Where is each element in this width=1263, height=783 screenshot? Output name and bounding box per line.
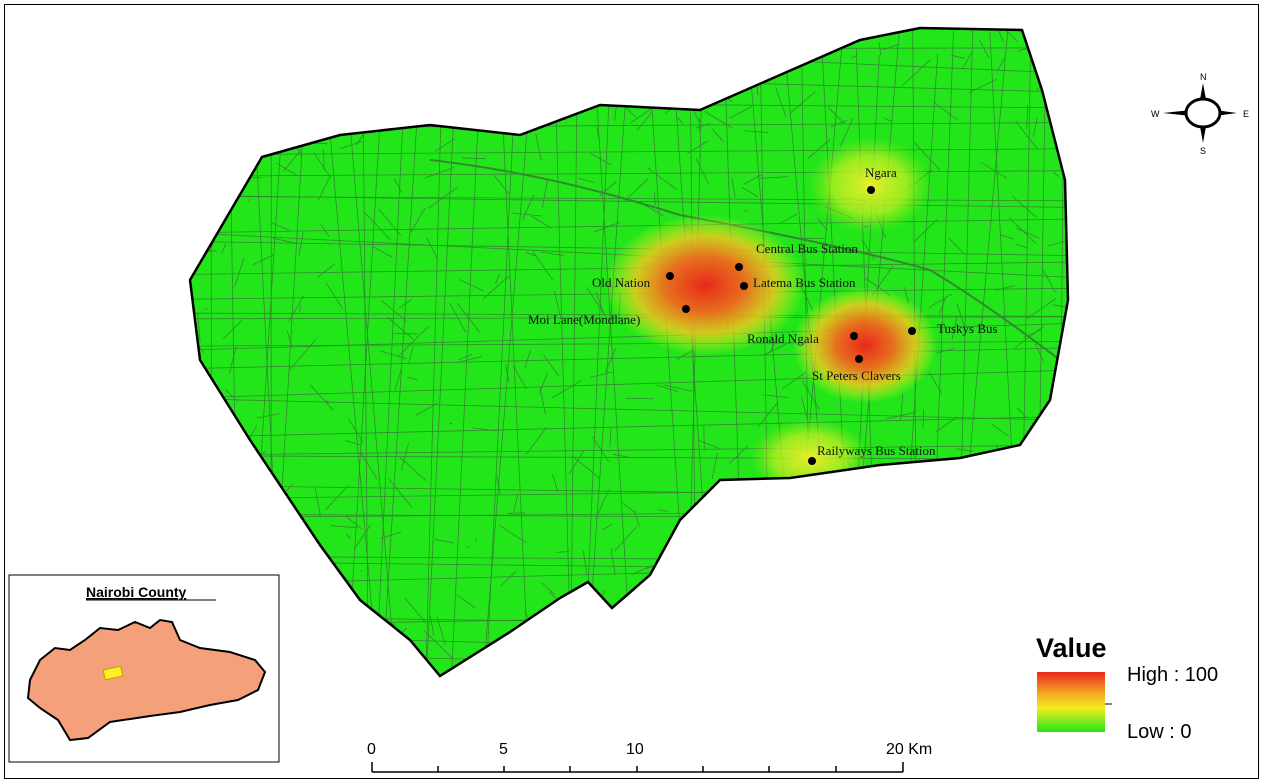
label-moi-lane: Moi Lane(Mondlane) — [528, 312, 640, 327]
label-ronald-ngala: Ronald Ngala — [747, 331, 819, 346]
label-st-peters-clavers: St Peters Clavers — [812, 368, 901, 383]
scale-tick-20: 20 Km — [886, 741, 932, 758]
cbd-highlight — [102, 665, 124, 681]
hotspot-ngara — [808, 137, 932, 233]
marker-ngara — [867, 186, 875, 194]
compass-s: S — [1200, 146, 1206, 156]
compass-arrows-icon — [1163, 83, 1237, 143]
cbd-outline — [188, 26, 1070, 678]
place-markers: Ngara Central Bus Station Old Nation Lat… — [528, 165, 998, 465]
label-tuskys-bus: Tuskys Bus — [937, 321, 998, 336]
inset-title: Nairobi County — [86, 584, 187, 600]
label-central-bus-station: Central Bus Station — [756, 241, 858, 256]
marker-latema-bus-station — [740, 282, 748, 290]
legend: Value High : 100 Low : 0 — [1036, 633, 1218, 743]
marker-old-nation — [666, 272, 674, 280]
hotspot-ronald-ngala — [793, 287, 937, 403]
compass-w: W — [1151, 109, 1160, 119]
label-ngara: Ngara — [865, 165, 897, 180]
legend-low-label: Low : 0 — [1127, 721, 1191, 743]
marker-st-peters-clavers — [855, 355, 863, 363]
map-frame — [4, 4, 1259, 779]
marker-railways-bus-station — [808, 457, 816, 465]
label-latema-bus-station: Latema Bus Station — [753, 275, 856, 290]
scale-tick-0: 0 — [367, 741, 376, 758]
compass-n: N — [1200, 72, 1207, 82]
marker-ronald-ngala — [850, 332, 858, 340]
legend-high-label: High : 100 — [1127, 664, 1218, 686]
inset-map: Nairobi County — [8, 574, 280, 763]
hotspot-central — [605, 215, 805, 355]
marker-tuskys-bus — [908, 327, 916, 335]
marker-central-bus-station — [735, 263, 743, 271]
scale-bar: 0 5 10 20 Km — [367, 741, 932, 773]
legend-color-ramp — [1037, 672, 1105, 732]
compass-rose: N S W E — [1151, 72, 1249, 156]
compass-e: E — [1243, 109, 1249, 119]
legend-title: Value — [1036, 633, 1107, 663]
label-old-nation: Old Nation — [592, 275, 651, 290]
marker-moi-lane — [682, 305, 690, 313]
scale-tick-10: 10 — [626, 741, 644, 758]
scale-tick-5: 5 — [499, 741, 508, 758]
label-railways-bus-station: Railyways Bus Station — [817, 443, 936, 458]
nairobi-county-shape — [26, 618, 267, 742]
